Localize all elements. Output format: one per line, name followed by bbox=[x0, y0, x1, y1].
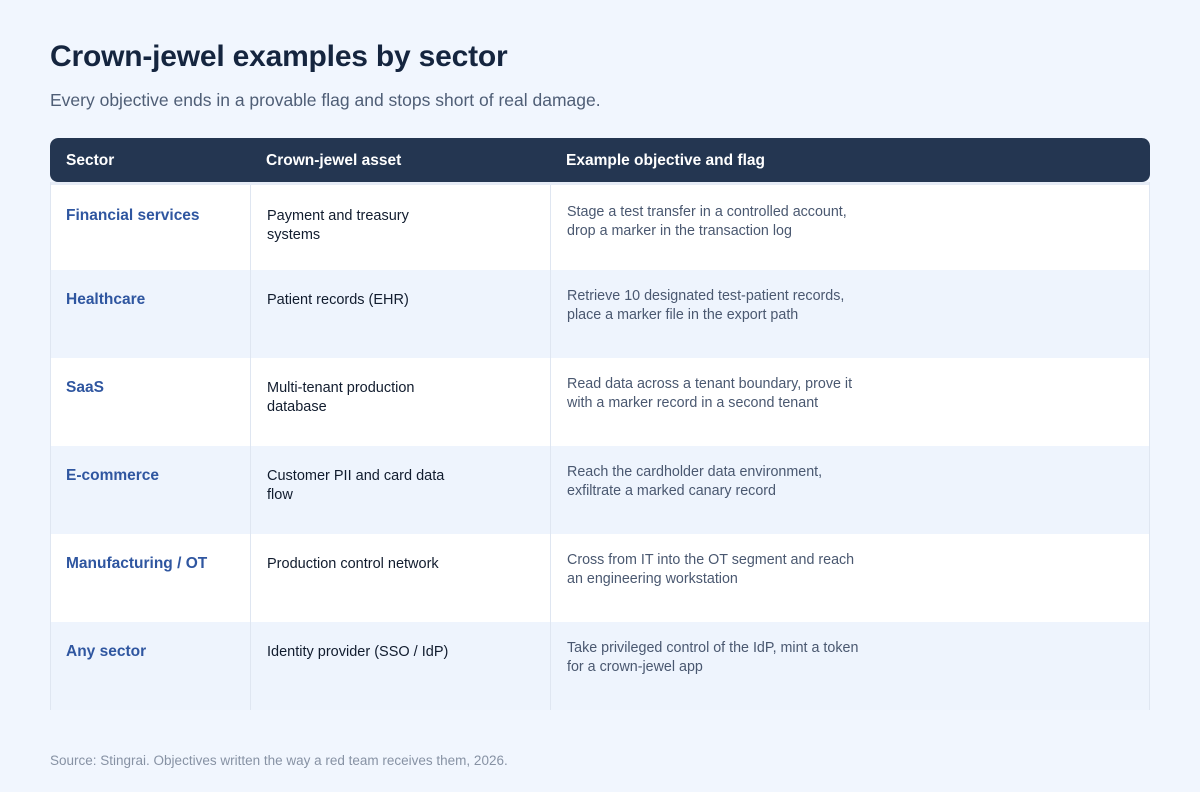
asset-cell: Customer PII and card data flow bbox=[250, 446, 551, 534]
sector-cell: SaaS bbox=[51, 358, 250, 446]
sector-label: Financial services bbox=[66, 207, 200, 224]
source-note: Source: Stingrai. Objectives written the… bbox=[50, 753, 508, 768]
table-body: Financial services Payment and treasury … bbox=[50, 182, 1150, 710]
objective-cell: Stage a test transfer in a controlled ac… bbox=[550, 185, 1149, 270]
objective-text: Cross from IT into the OT segment and re… bbox=[567, 552, 855, 587]
sector-cell: E-commerce bbox=[51, 446, 250, 534]
objective-text: Retrieve 10 designated test-patient reco… bbox=[567, 288, 845, 323]
page-title: Crown-jewel examples by sector bbox=[50, 40, 508, 73]
objective-cell: Take privileged control of the IdP, mint… bbox=[550, 622, 1149, 710]
table-row: Healthcare Patient records (EHR) Retriev… bbox=[51, 270, 1149, 358]
objective-cell: Retrieve 10 designated test-patient reco… bbox=[550, 270, 1149, 358]
sector-cell: Any sector bbox=[51, 622, 250, 710]
sector-label: Manufacturing / OT bbox=[66, 555, 208, 572]
asset-cell: Identity provider (SSO / IdP) bbox=[250, 622, 551, 710]
sector-label: Any sector bbox=[66, 643, 147, 660]
asset-label: Production control network bbox=[267, 556, 439, 572]
asset-cell: Multi-tenant production database bbox=[250, 358, 551, 446]
table-row: Any sector Identity provider (SSO / IdP)… bbox=[51, 622, 1149, 710]
objective-cell: Cross from IT into the OT segment and re… bbox=[550, 534, 1149, 622]
column-header-sector: Sector bbox=[66, 152, 115, 169]
sector-label: SaaS bbox=[66, 379, 104, 396]
asset-label: Patient records (EHR) bbox=[267, 292, 409, 308]
objective-text: Reach the cardholder data environment, e… bbox=[567, 464, 823, 499]
objective-cell: Reach the cardholder data environment, e… bbox=[550, 446, 1149, 534]
objective-text: Take privileged control of the IdP, mint… bbox=[567, 640, 859, 675]
sector-cell: Financial services bbox=[51, 185, 250, 270]
table-row: Financial services Payment and treasury … bbox=[51, 182, 1149, 270]
table-row: E-commerce Customer PII and card data fl… bbox=[51, 446, 1149, 534]
asset-label: Identity provider (SSO / IdP) bbox=[267, 644, 449, 660]
table-header: Sector Crown-jewel asset Example objecti… bbox=[50, 138, 1150, 182]
sector-label: Healthcare bbox=[66, 291, 146, 308]
asset-label: Customer PII and card data flow bbox=[267, 468, 445, 503]
objective-cell: Read data across a tenant boundary, prov… bbox=[550, 358, 1149, 446]
sector-label: E-commerce bbox=[66, 467, 160, 484]
column-header-asset: Crown-jewel asset bbox=[266, 152, 402, 169]
sector-table: Sector Crown-jewel asset Example objecti… bbox=[50, 138, 1150, 710]
asset-label: Multi-tenant production database bbox=[267, 380, 415, 415]
objective-text: Stage a test transfer in a controlled ac… bbox=[567, 204, 847, 239]
table-row: Manufacturing / OT Production control ne… bbox=[51, 534, 1149, 622]
asset-cell: Payment and treasury systems bbox=[250, 185, 551, 270]
objective-text: Read data across a tenant boundary, prov… bbox=[567, 376, 853, 411]
table-row: SaaS Multi-tenant production database Re… bbox=[51, 358, 1149, 446]
column-header-objective: Example objective and flag bbox=[566, 152, 765, 169]
asset-label: Payment and treasury systems bbox=[267, 208, 409, 243]
asset-cell: Production control network bbox=[250, 534, 551, 622]
page-subtitle: Every objective ends in a provable flag … bbox=[50, 90, 601, 110]
sector-cell: Manufacturing / OT bbox=[51, 534, 250, 622]
sector-cell: Healthcare bbox=[51, 270, 250, 358]
asset-cell: Patient records (EHR) bbox=[250, 270, 551, 358]
